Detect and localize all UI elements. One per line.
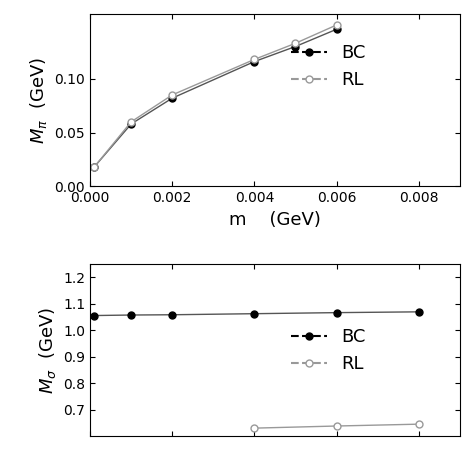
- Y-axis label: $M_\sigma$  (GeV): $M_\sigma$ (GeV): [36, 306, 57, 393]
- Legend: BC, RL: BC, RL: [284, 321, 374, 381]
- Legend: BC, RL: BC, RL: [284, 37, 374, 97]
- X-axis label: m    (GeV): m (GeV): [229, 211, 321, 229]
- Y-axis label: $M_\pi$  (GeV): $M_\pi$ (GeV): [28, 57, 49, 144]
